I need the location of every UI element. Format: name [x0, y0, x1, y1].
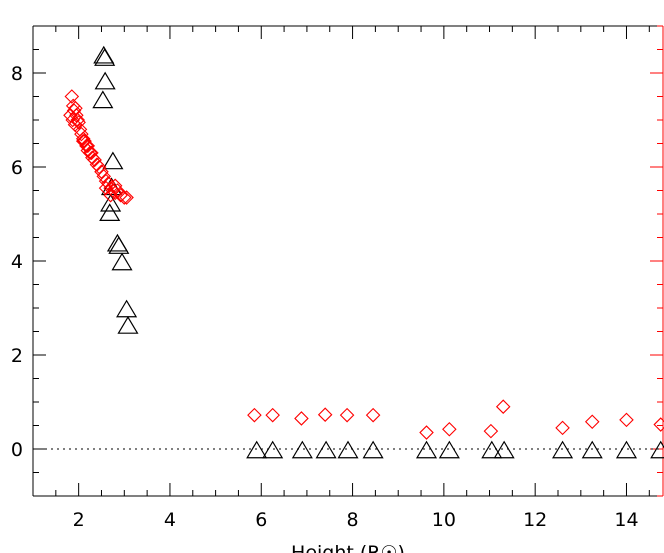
diamond-point — [67, 117, 83, 132]
diamond-point — [80, 138, 96, 154]
triangle-point — [108, 236, 130, 254]
diamond-point — [119, 190, 134, 205]
diamond-point — [79, 138, 94, 154]
triangle-point — [481, 440, 503, 459]
x-tick-label: 12 — [523, 509, 547, 531]
triangle-point — [362, 440, 384, 459]
triangle-point — [493, 440, 515, 459]
triangle-point — [102, 151, 124, 170]
triangle-point — [111, 252, 133, 271]
diamond-point — [555, 420, 570, 436]
triangle-point — [93, 45, 115, 64]
diamond-point — [584, 414, 600, 430]
diamond-point — [98, 180, 114, 196]
diamond-point — [71, 115, 86, 130]
diamond-point — [84, 145, 99, 161]
triangle-point — [337, 440, 359, 459]
diamond-point — [294, 411, 309, 426]
diamond-point — [69, 108, 84, 123]
y-tick-label: 4 — [11, 251, 23, 273]
diamond-point — [619, 412, 634, 428]
diamond-point — [64, 89, 80, 104]
triangle-point — [315, 440, 337, 459]
triangle-point — [438, 440, 460, 459]
x-tick-label: 14 — [614, 509, 638, 531]
diamond-point — [70, 112, 86, 128]
diamond-point — [483, 423, 499, 439]
diamond-point — [107, 178, 123, 194]
x-tick-label: 4 — [164, 509, 176, 531]
triangle-point — [581, 440, 603, 459]
diamond-point — [63, 108, 78, 123]
x-axis-title: Height (R☉) — [291, 542, 405, 553]
diamond-point — [103, 187, 118, 203]
triangle-point — [291, 440, 313, 459]
triangle-point — [94, 71, 116, 90]
diamond-point — [74, 126, 89, 142]
diamond-point — [68, 100, 83, 116]
diamond-point — [75, 131, 91, 147]
y-tick-label: 2 — [11, 345, 23, 367]
diamond-point — [339, 407, 355, 423]
diamond-point — [365, 407, 381, 423]
diamond-point — [442, 421, 457, 437]
x-tick-label: 10 — [432, 509, 456, 531]
diamond-point — [91, 159, 107, 175]
diamond-point — [65, 112, 80, 128]
diamond-point — [117, 190, 132, 205]
triangle-point — [415, 440, 438, 459]
diamond-point — [94, 164, 109, 179]
y-tick-label: 6 — [11, 157, 23, 179]
diamond-point — [495, 399, 511, 414]
x-tick-label: 6 — [255, 509, 267, 531]
triangle-point — [106, 233, 129, 252]
y-tick-label: 8 — [11, 63, 23, 85]
triangle-point — [262, 440, 284, 459]
diamond-point — [96, 169, 112, 184]
triangle-point — [246, 440, 268, 459]
triangle-point — [615, 440, 638, 459]
diamond-point — [419, 425, 434, 440]
diamond-point — [317, 407, 333, 422]
diamond-point — [653, 417, 664, 432]
x-tick-label: 8 — [347, 509, 359, 531]
triangle-point — [94, 48, 116, 66]
diamond-point — [247, 407, 262, 423]
triangle-point — [99, 203, 121, 221]
triangle-point — [116, 299, 138, 318]
triangle-point — [100, 193, 122, 212]
triangle-point — [92, 90, 114, 109]
triangle-point — [552, 440, 574, 459]
y-tick-label: 0 — [11, 439, 23, 461]
triangle-point — [117, 316, 139, 334]
diamond-point — [265, 407, 280, 423]
x-tick-label: 2 — [73, 509, 85, 531]
triangle-point — [650, 440, 664, 459]
